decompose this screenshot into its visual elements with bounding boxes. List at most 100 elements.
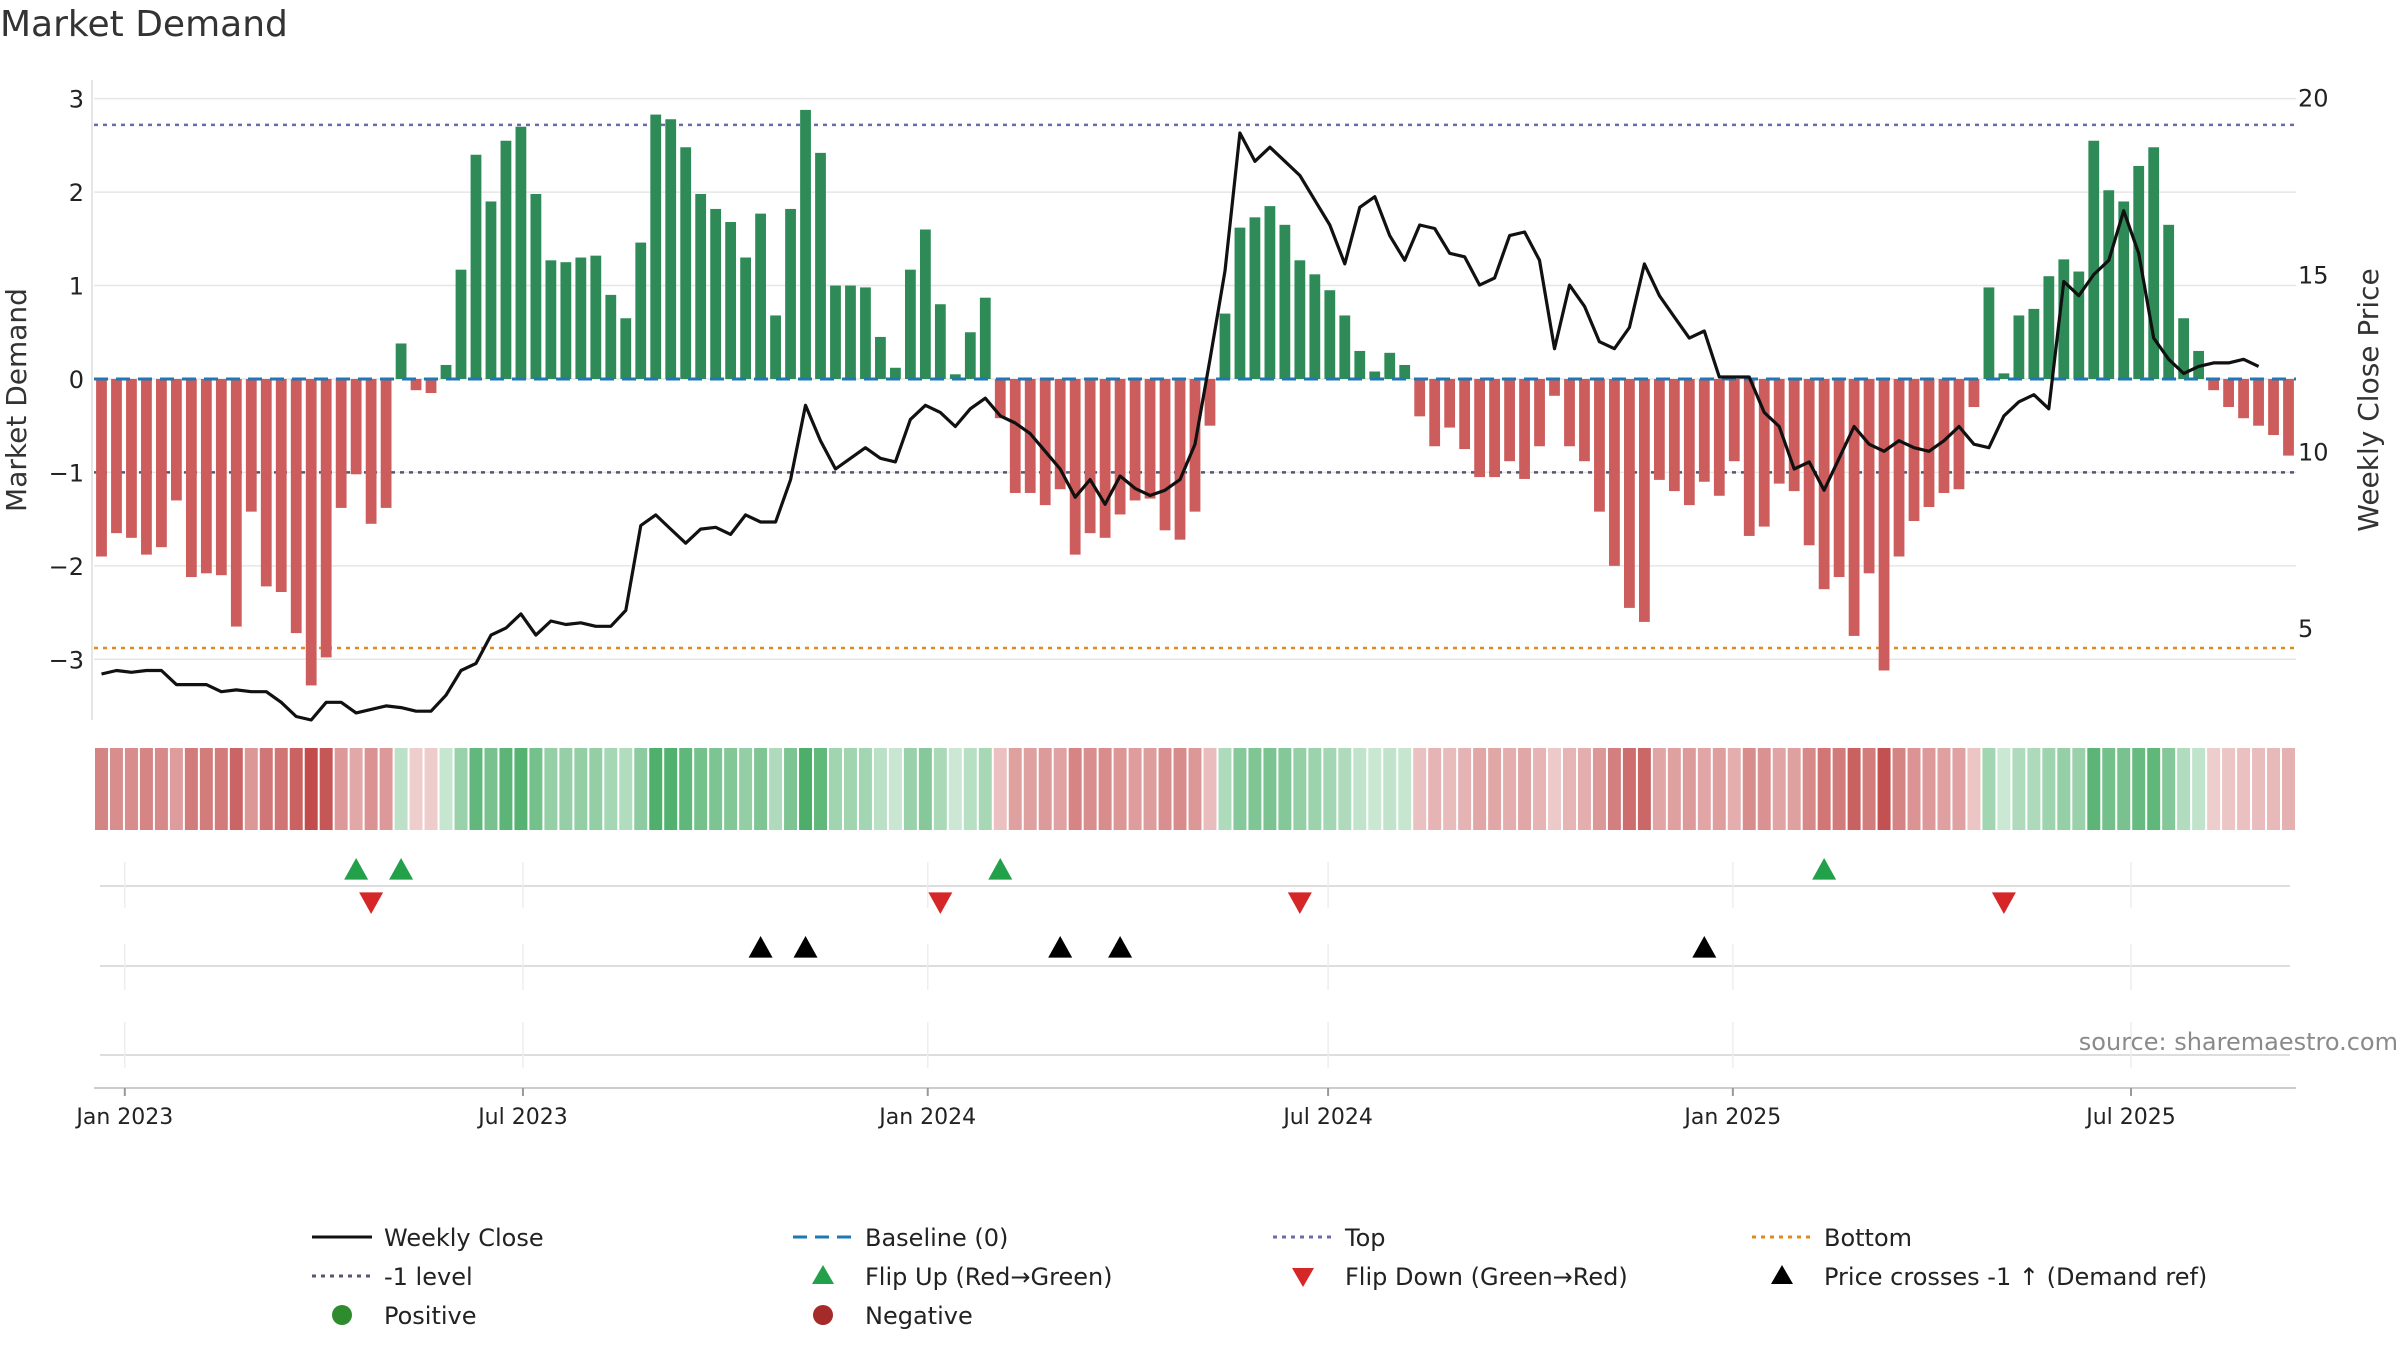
demand-bar [395,343,407,379]
heat-cell [424,748,438,830]
heat-cell [1383,748,1397,830]
legend-label: Flip Up (Red→Green) [865,1263,1113,1291]
demand-bar [320,378,332,658]
demand-bar [949,374,961,379]
demand-bar [380,378,392,508]
heat-cell [1533,748,1547,830]
demand-bar [230,378,242,627]
demand-bar [515,126,527,379]
demand-bar [2073,271,2085,379]
demand-bar [2268,378,2279,436]
demand-bar [1474,378,1486,478]
demand-bar [979,297,991,379]
demand-bar [2058,259,2070,379]
demand-bar [2163,224,2175,379]
heat-cell [484,748,498,830]
heat-cell [1443,748,1457,830]
heat-cell [454,748,468,830]
demand-bar [605,294,617,379]
demand-bar [275,378,287,592]
demand-bar [1698,378,1710,482]
demand-bar [1249,217,1261,379]
heat-cell [1188,748,1202,830]
heat-cell [1173,748,1187,830]
demand-bar [1713,378,1725,496]
demand-bar [156,378,167,548]
price-cross-marker [748,936,773,958]
y-axis-label-right: Weekly Close Price [2352,268,2385,531]
demand-bar [695,193,707,379]
heat-cell [888,748,902,830]
heat-cell [769,748,783,830]
legend-label: Positive [384,1302,477,1330]
heat-cell [1413,748,1427,830]
demand-bar [170,378,182,501]
heat-cell [1248,748,1262,830]
heat-cell [439,748,453,830]
legend-item: Bottom [1752,1224,1912,1252]
heat-cell [2102,748,2116,830]
demand-bar [290,378,302,634]
legend-item: Price crosses -1 ↑ (Demand ref) [1771,1263,2207,1291]
heat-cell [394,748,408,830]
demand-bar [1549,378,1560,396]
heat-cell [1323,748,1337,830]
legend-swatch-dot [813,1305,833,1325]
heat-cell [993,748,1007,830]
heat-cell [2267,748,2281,830]
heat-cell [1278,748,1292,830]
heat-cell [559,748,573,830]
heat-cell [739,748,753,830]
demand-bar [1099,378,1111,538]
demand-bar [485,201,497,379]
heat-cell [244,748,258,830]
legend-item: Negative [813,1302,973,1330]
demand-bar [1833,378,1845,578]
heat-cell [1967,748,1981,830]
legend-swatch-triangle-up [812,1265,834,1284]
demand-bar [245,378,257,512]
heat-cell [589,748,603,830]
heat-cell [1158,748,1172,830]
y-tick-label-left: 2 [69,179,84,207]
heat-cell [1682,748,1696,830]
demand-bar [1489,378,1500,478]
heat-cell [2087,748,2101,830]
demand-bar [500,140,512,379]
heat-cell [1997,748,2011,830]
demand-bar [2223,378,2234,408]
heat-cell [1787,748,1801,830]
y-tick-label-right: 5 [2298,615,2313,643]
heat-cell [963,748,977,830]
heat-cell [2282,748,2295,830]
flip-down-marker [1287,892,1312,914]
demand-bar [1324,290,1336,379]
heat-cell [1503,748,1517,830]
price-cross-marker [793,936,818,958]
demand-bar [964,332,976,379]
demand-bar [2148,147,2160,379]
y-tick-label-right: 15 [2298,261,2329,289]
demand-bar [1519,378,1530,479]
price-cross-marker [1108,936,1133,958]
demand-bar [1219,313,1231,379]
demand-bar [1609,378,1620,566]
demand-bar [425,378,437,393]
demand-bar [96,378,107,557]
heat-cell [604,748,618,830]
demand-bar [2103,190,2115,379]
demand-bar [590,255,602,379]
heat-cell [1862,748,1876,830]
heat-cell [1817,748,1831,830]
flip-up-marker [344,858,369,880]
heat-cell [1428,748,1442,830]
demand-bar [1668,378,1680,492]
demand-bar [1144,378,1156,499]
demand-bar [890,367,901,379]
heat-cell [469,748,483,830]
heat-cell [379,748,393,830]
demand-bar [2013,315,2025,379]
demand-bar [1384,352,1396,379]
demand-bar [440,364,452,379]
